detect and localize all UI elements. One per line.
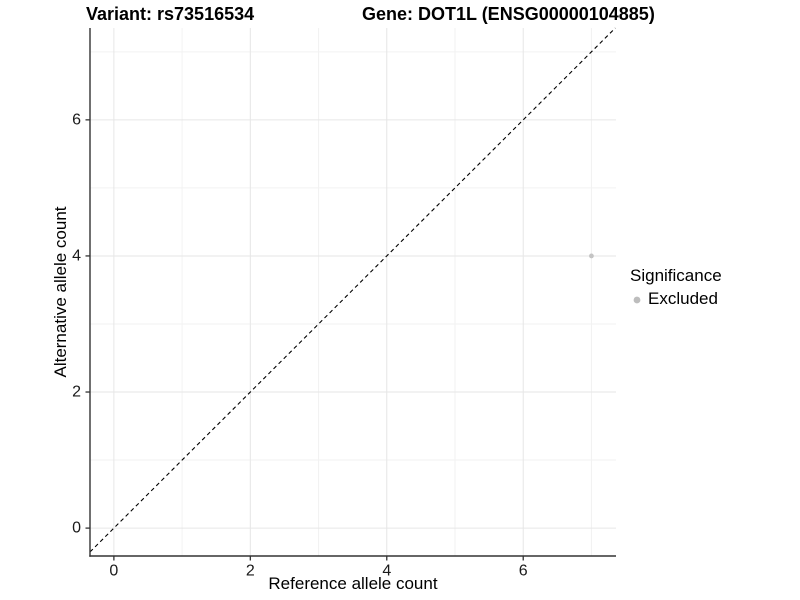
plot-title-variant: Variant: rs73516534: [86, 4, 255, 24]
x-tick-label: 0: [109, 562, 118, 579]
legend-item-excluded: Excluded: [630, 289, 722, 309]
y-tick-label: 4: [72, 247, 81, 264]
y-tick-label: 0: [72, 520, 81, 537]
legend-item-label: Excluded: [648, 289, 718, 308]
y-tick-label: 2: [72, 384, 81, 401]
plot-title-gene: Gene: DOT1L (ENSG00000104885): [362, 4, 655, 24]
data-point: [589, 253, 594, 259]
identity-dashed-line: [89, 27, 616, 553]
x-axis-title: Reference allele count: [268, 574, 438, 593]
x-tick-label: 2: [246, 562, 255, 579]
legend-title: Significance: [630, 266, 722, 285]
y-tick-label: 6: [72, 111, 81, 128]
y-axis-title: Alternative allele count: [51, 206, 70, 378]
legend-point-dot: [633, 296, 641, 304]
legend: Significance Excluded: [630, 266, 722, 309]
x-tick-label: 6: [519, 562, 528, 579]
legend-point-icon: [633, 296, 641, 304]
x-tick-label: 4: [382, 562, 391, 579]
